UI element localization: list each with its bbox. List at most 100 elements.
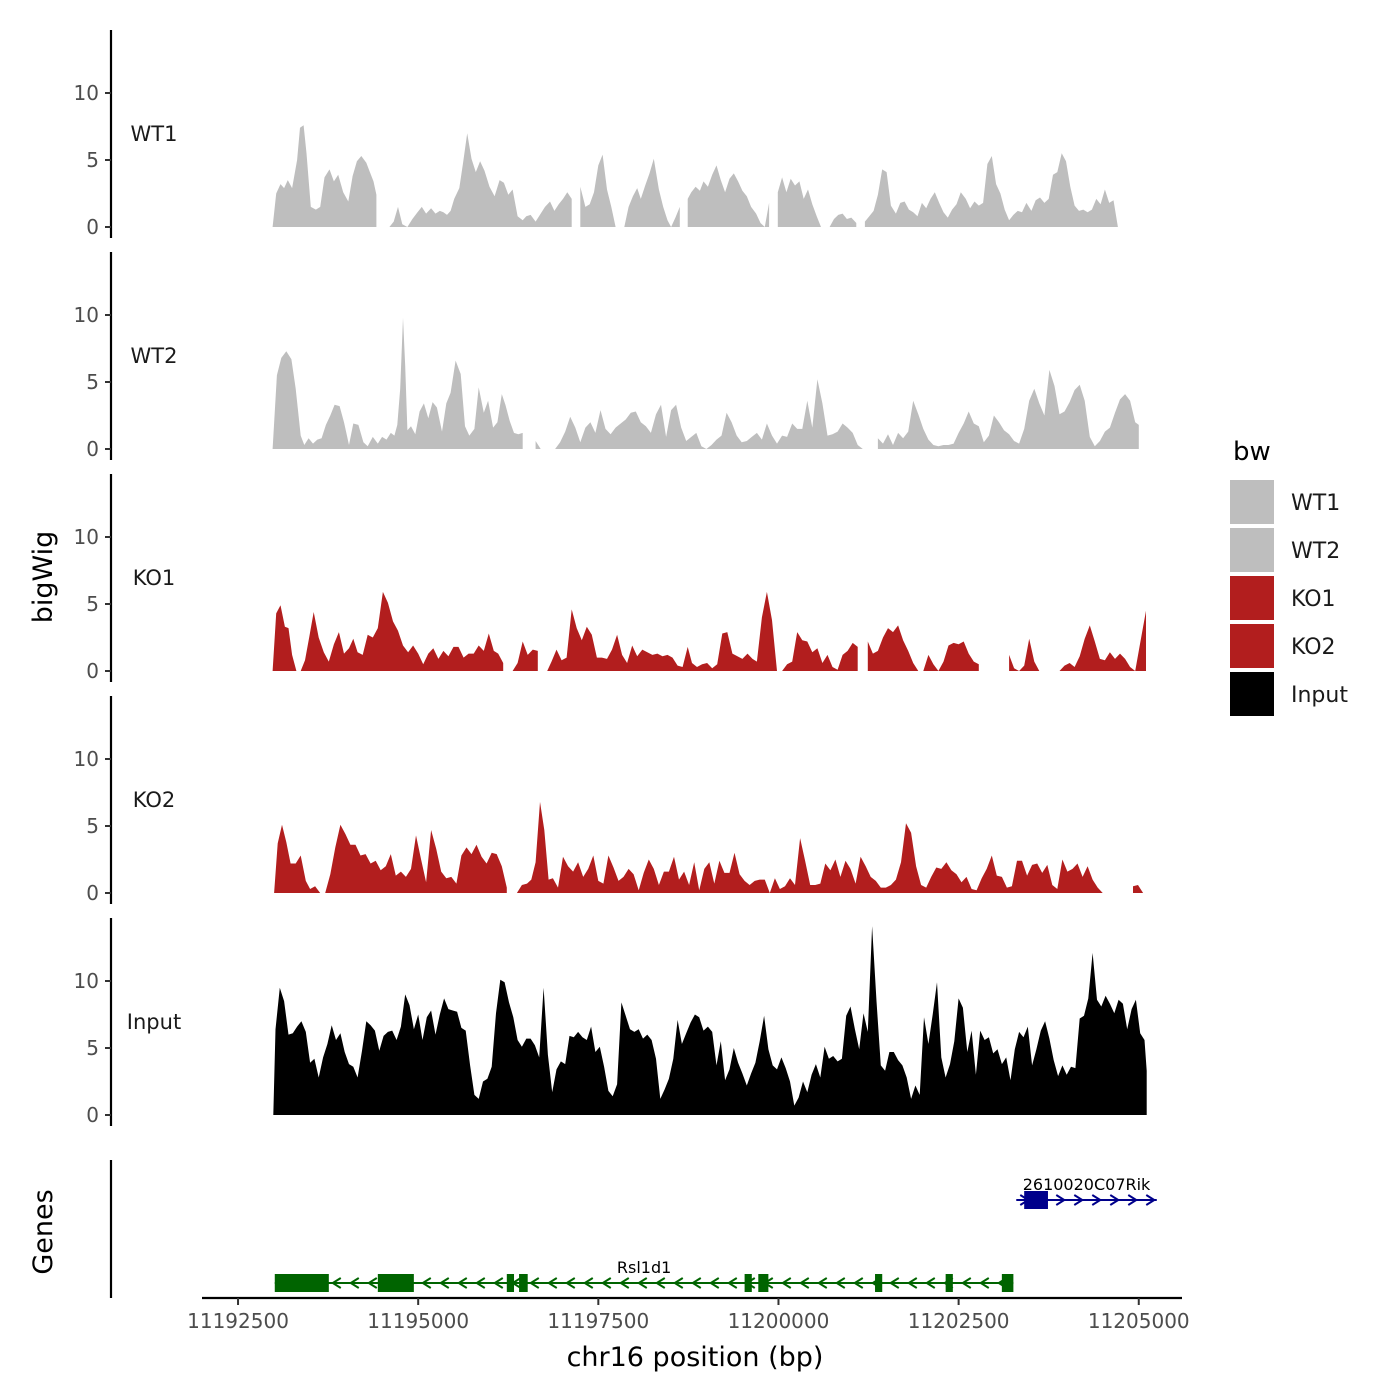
y-tick-label: 0 — [86, 881, 99, 905]
strand-chevron — [924, 1277, 936, 1289]
gene-track: Rsl1d1 2610020C07Rik — [109, 1160, 1157, 1298]
track-wt2: 0 5 10 WT2 — [74, 252, 1139, 461]
signal-area-ko1-3 — [867, 625, 979, 671]
exon-block — [1001, 1274, 1014, 1292]
legend-item-ko1: KO1 — [1230, 576, 1336, 620]
y-tick-label: 0 — [86, 659, 99, 683]
strand-chevron — [960, 1277, 972, 1289]
strand-chevron — [1109, 1194, 1121, 1206]
exon-block — [758, 1274, 769, 1292]
legend-swatch — [1230, 624, 1274, 668]
x-tick-label: 11197500 — [547, 1309, 649, 1333]
exon-block — [506, 1274, 515, 1292]
strand-chevron — [1055, 1194, 1067, 1206]
y-tick-label: 10 — [74, 303, 99, 327]
legend-swatch — [1230, 576, 1274, 620]
signal-tracks: 0 5 10 WT1 0 5 10 WT2 0 5 10 KO1 0 5 10 KO2 0 5 10 Input — [74, 30, 1147, 1127]
strand-chevron — [438, 1277, 450, 1289]
genes-axis-title: Genes — [28, 1189, 59, 1274]
strand-chevron — [834, 1277, 846, 1289]
signal-area-input-0 — [273, 926, 1147, 1115]
legend-swatch — [1230, 528, 1274, 572]
y-tick-label: 0 — [86, 1103, 99, 1127]
strand-chevron — [888, 1277, 900, 1289]
track-label-ko1: KO1 — [133, 566, 176, 590]
legend-item-wt1: WT1 — [1230, 480, 1340, 524]
x-tick-label: 11202500 — [908, 1309, 1010, 1333]
strand-chevron — [780, 1277, 792, 1289]
track-wt1: 0 5 10 WT1 — [74, 30, 1118, 239]
strand-chevron — [906, 1277, 918, 1289]
strand-chevron — [1091, 1194, 1103, 1206]
signal-area-ko2-0 — [274, 824, 507, 893]
signal-area-wt1-1 — [385, 133, 572, 227]
track-label-input: Input — [127, 1010, 181, 1034]
legend-label: WT2 — [1291, 539, 1340, 564]
strand-chevron — [366, 1277, 378, 1289]
y-tick-label: 10 — [74, 81, 99, 105]
track-ko1: 0 5 10 KO1 — [74, 474, 1146, 683]
exon-block — [1024, 1191, 1048, 1209]
y-tick-label: 0 — [86, 215, 99, 239]
x-tick-label: 11192500 — [187, 1309, 289, 1333]
legend-item-wt2: WT2 — [1230, 528, 1340, 572]
gene-rsl1d1: Rsl1d1 — [274, 1258, 1014, 1292]
strand-chevron — [582, 1277, 594, 1289]
signal-area-ko1-2 — [542, 591, 858, 671]
y-tick-label: 0 — [86, 437, 99, 461]
signal-area-wt1-5 — [864, 153, 1118, 227]
x-tick-label: 11195000 — [367, 1309, 469, 1333]
strand-chevron — [798, 1277, 810, 1289]
x-tick-label: 11200000 — [728, 1309, 830, 1333]
signal-area-wt1-2 — [580, 154, 680, 227]
exon-block — [744, 1274, 752, 1292]
strand-chevron — [618, 1277, 630, 1289]
x-tick-label: 11205000 — [1088, 1309, 1190, 1333]
exon-block — [519, 1274, 528, 1292]
legend: bw WT1 WT2 KO1 KO2 Input — [1230, 437, 1348, 716]
legend-label: WT1 — [1291, 491, 1340, 516]
strand-chevron — [708, 1277, 720, 1289]
strand-chevron — [726, 1277, 738, 1289]
exon-block — [377, 1274, 414, 1292]
strand-chevron — [420, 1277, 432, 1289]
legend-item-ko2: KO2 — [1230, 624, 1336, 668]
strand-chevron — [492, 1277, 504, 1289]
exon-block — [875, 1274, 883, 1292]
legend-swatch — [1230, 672, 1274, 716]
strand-chevron — [1127, 1194, 1139, 1206]
y-tick-label: 5 — [86, 148, 99, 172]
signal-area-ko1-4 — [1009, 610, 1146, 671]
track-label-wt2: WT2 — [131, 344, 178, 368]
strand-chevron — [546, 1277, 558, 1289]
y-tick-label: 5 — [86, 814, 99, 838]
track-input: 0 5 10 Input — [74, 918, 1147, 1127]
y-tick-label: 5 — [86, 370, 99, 394]
signal-area-wt1-3 — [687, 165, 770, 227]
legend-swatch — [1230, 480, 1274, 524]
y-tick-label: 10 — [74, 525, 99, 549]
legend-label: KO1 — [1291, 587, 1336, 612]
legend-item-input: Input — [1230, 672, 1348, 716]
y-tick-label: 10 — [74, 747, 99, 771]
signal-area-wt2-2 — [877, 369, 1139, 449]
strand-chevron — [1145, 1194, 1157, 1206]
strand-chevron — [348, 1277, 360, 1289]
track-ko2: 0 5 10 KO2 — [74, 696, 1144, 905]
exon-block — [945, 1274, 953, 1292]
signal-area-ko2-1 — [516, 801, 1103, 893]
signal-area-wt2-1 — [535, 379, 868, 449]
x-axis-title: chr16 position (bp) — [567, 1342, 824, 1373]
strand-chevron — [654, 1277, 666, 1289]
strand-chevron — [528, 1277, 540, 1289]
legend-title: bw — [1233, 437, 1271, 467]
strand-chevron — [978, 1277, 990, 1289]
strand-chevron — [1073, 1194, 1085, 1206]
legend-label: KO2 — [1291, 635, 1336, 660]
strand-chevron — [474, 1277, 486, 1289]
y-axis-title: bigWig — [28, 531, 59, 624]
gene-label: Rsl1d1 — [617, 1258, 671, 1277]
track-label-ko2: KO2 — [133, 788, 176, 812]
y-tick-label: 5 — [86, 592, 99, 616]
